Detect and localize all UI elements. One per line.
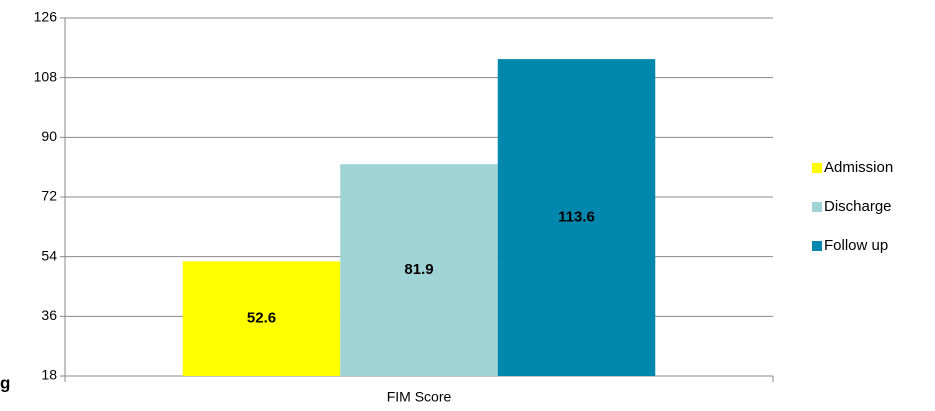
bar [340, 164, 498, 376]
data-label: 81.9 [404, 261, 433, 278]
y-tick-label: 90 [41, 128, 57, 144]
x-tick-label: FIM Score [387, 389, 452, 405]
y-tick-label: 18 [41, 367, 57, 383]
legend-label: Follow up [824, 237, 888, 254]
bar [182, 261, 341, 376]
data-label: 113.6 [558, 209, 595, 226]
legend-swatch [812, 163, 822, 173]
annotation: g [0, 373, 10, 392]
y-tick-label: 126 [34, 9, 58, 25]
legend-label: Discharge [824, 198, 892, 215]
bar [497, 59, 656, 377]
y-tick-label: 72 [41, 188, 57, 204]
y-tick-label: 108 [34, 68, 58, 84]
y-tick-label: 54 [41, 247, 57, 263]
legend-label: Admission [824, 159, 893, 176]
data-label: 52.6 [247, 310, 276, 327]
y-tick-label: 36 [41, 307, 57, 323]
legend-swatch [812, 241, 822, 251]
legend-swatch [812, 202, 822, 212]
